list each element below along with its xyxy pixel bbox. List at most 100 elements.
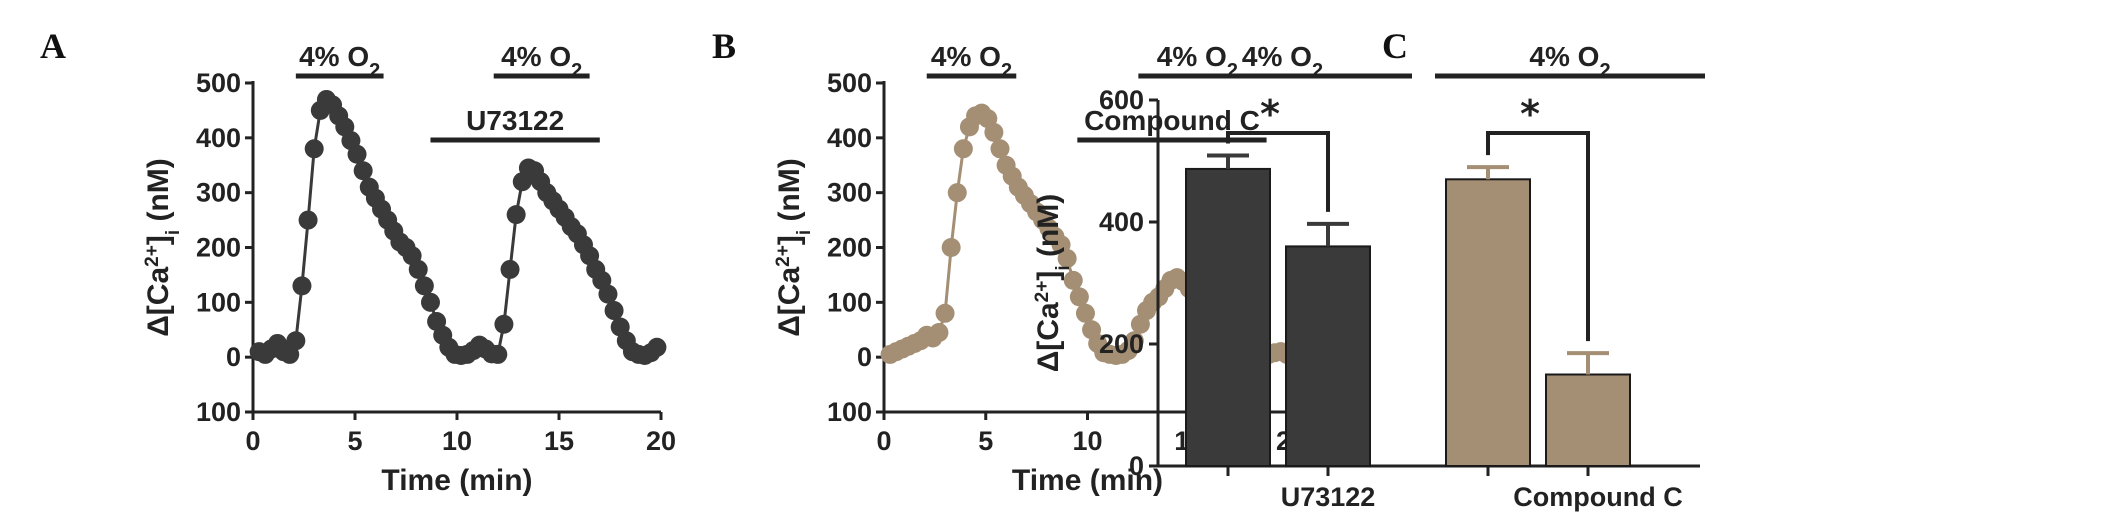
annotation-text: 4% O [1157, 41, 1227, 72]
y-axis-label: Δ[Ca2+]i (nM) [773, 158, 815, 337]
annotation-text: 4% O [299, 41, 369, 72]
significance-star: * [1520, 92, 1540, 136]
ylabel-bracket: ] [1032, 271, 1065, 281]
ylabel-subscript: i [163, 230, 184, 235]
y-tick-label: 600 [1099, 85, 1144, 115]
ylabel-subscript: i [1053, 265, 1074, 270]
ylabel-main: Δ[Ca [773, 267, 806, 337]
annotation-text: 4% O [1242, 41, 1312, 72]
ylabel-main: Δ[Ca [1032, 302, 1065, 372]
bar [1285, 245, 1371, 467]
data-point [598, 284, 618, 304]
significance-bracket [1226, 131, 1330, 212]
data-point [1057, 248, 1077, 268]
data-point [347, 144, 367, 164]
x-tick-label: 15 [544, 426, 574, 456]
y-axis-label: Δ[Ca2+]i (nM) [1032, 194, 1074, 373]
data-point [420, 292, 440, 312]
annotation-subscript: 2 [1599, 60, 1610, 82]
x-tick-label: 5 [347, 426, 362, 456]
y-tick-label: 100 [196, 287, 241, 317]
bar [1545, 373, 1631, 467]
y-tick-label: 200 [196, 233, 241, 263]
data-point [506, 205, 526, 225]
annotation-text: U73122 [466, 105, 564, 136]
data-point [1063, 270, 1083, 290]
annotation-label: 4% O2 [299, 41, 380, 82]
ylabel-bracket: ] [773, 235, 806, 245]
significance-star: * [1260, 92, 1280, 136]
data-point [935, 303, 955, 323]
y-tick-label: 400 [827, 123, 872, 153]
data-point [1075, 303, 1095, 323]
data-point [984, 122, 1004, 142]
x-tick-label: 10 [442, 426, 472, 456]
y-tick-label: 200 [1099, 329, 1144, 359]
x-axis-label: Time (min) [381, 464, 532, 497]
ylabel-unit: (nM) [773, 158, 806, 230]
ylabel-subscript: i [794, 230, 815, 235]
data-point [500, 259, 520, 279]
y-tick-label: 500 [827, 68, 872, 98]
y-tick-label: 100 [827, 287, 872, 317]
y-tick-label: 0 [226, 342, 241, 372]
data-point [353, 161, 373, 181]
data-point [286, 331, 306, 351]
panel-letter-b: B [712, 26, 736, 66]
y-axis-label: Δ[Ca2+]i (nM) [142, 158, 184, 337]
annotation-subscript: 2 [1312, 60, 1323, 82]
annotation-text: 4% O [501, 41, 571, 72]
ylabel-unit: (nM) [1032, 194, 1065, 266]
x-tick-label: 5 [978, 426, 993, 456]
data-point [414, 276, 434, 296]
annotation-label: U73122 [466, 105, 564, 136]
bar [1445, 178, 1531, 468]
bar [1185, 167, 1271, 467]
group-label: 4% O2 [1242, 41, 1323, 82]
y-tick-label: 200 [827, 233, 872, 263]
annotation-label: Compound C [1084, 105, 1260, 136]
data-point [947, 183, 967, 203]
y-tick-label: 300 [196, 178, 241, 208]
annotation-text: Compound C [1084, 105, 1260, 136]
group-label: 4% O2 [1529, 41, 1610, 82]
annotation-text: 4% O [1529, 41, 1599, 72]
x-category-label: U73122 [1281, 482, 1376, 512]
data-point [1069, 287, 1089, 307]
data-point [604, 301, 624, 321]
data-point [408, 259, 428, 279]
annotation-subscript: 2 [571, 60, 582, 82]
annotation-subscript: 2 [1001, 60, 1012, 82]
y-tick-label: 0 [857, 342, 872, 372]
y-tick-label: 500 [196, 68, 241, 98]
data-point [292, 276, 312, 296]
data-point [647, 337, 667, 357]
data-point [494, 314, 514, 334]
y-tick-label: 100 [827, 397, 872, 427]
y-tick-label: 300 [827, 178, 872, 208]
annotation-label: 4% O2 [1157, 41, 1238, 82]
ylabel-main: Δ[Ca [142, 267, 175, 337]
annotation-subscript: 2 [1227, 60, 1238, 82]
annotation-label: 4% O2 [931, 41, 1012, 82]
significance-bracket [1486, 131, 1590, 342]
y-tick-label: 400 [196, 123, 241, 153]
ylabel-bracket: ] [142, 235, 175, 245]
ylabel-superscript: 2+ [142, 245, 163, 267]
annotation-label: 4% O2 [501, 41, 582, 82]
x-axis-label: Time (min) [1012, 464, 1163, 497]
x-category-label: Compound C [1513, 482, 1682, 512]
ylabel-unit: (nM) [142, 158, 175, 230]
data-point [298, 210, 318, 230]
panel-letter-a: A [40, 26, 66, 66]
y-tick-label: 0 [1129, 451, 1144, 481]
data-point [953, 139, 973, 159]
annotation-subscript: 2 [369, 60, 380, 82]
y-tick-label: 400 [1099, 207, 1144, 237]
data-point [990, 139, 1010, 159]
data-point [488, 344, 508, 364]
data-point [1124, 331, 1144, 351]
ylabel-superscript: 2+ [773, 245, 794, 267]
